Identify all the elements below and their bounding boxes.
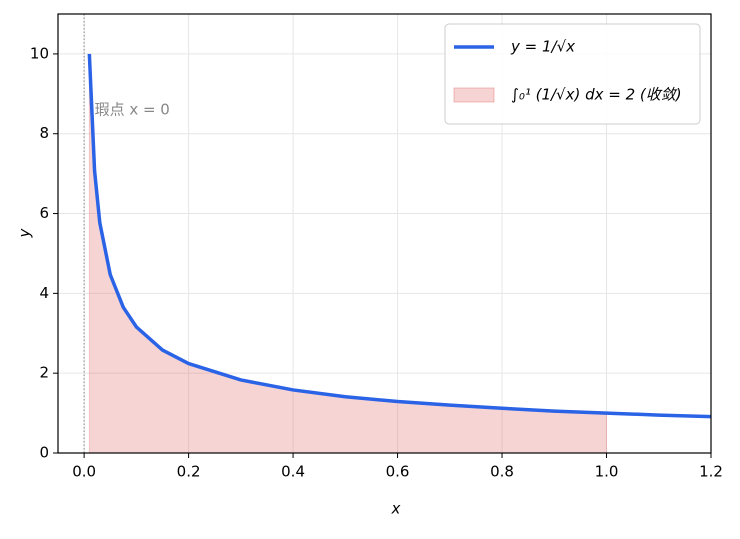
y-tick-label: 4 (39, 284, 49, 302)
annotation: 瑕点 x = 0 (95, 100, 170, 118)
y-tick-label: 6 (39, 204, 49, 222)
x-tick-label: 1.0 (595, 463, 619, 481)
x-tick-label: 0.0 (72, 463, 96, 481)
legend-swatch (453, 87, 495, 103)
y-axis-label: y (16, 227, 34, 238)
plot-frame (57, 13, 712, 454)
legend-label: y = 1/√x (510, 38, 575, 56)
x-tick-label: 1.2 (699, 463, 723, 481)
x-tick-label: 0.2 (177, 463, 201, 481)
y-tick-label: 2 (39, 364, 49, 382)
x-tick-label: 0.8 (490, 463, 514, 481)
y-tick-label: 0 (39, 444, 49, 462)
legend-label: ∫₀¹ (1/√x) dx = 2 (收敛) (511, 86, 682, 104)
x-tick-label: 0.6 (386, 463, 410, 481)
x-axis-label: x (391, 500, 401, 518)
line (87, 53, 712, 419)
y-tick-label: 10 (30, 44, 49, 62)
legend-box (444, 23, 701, 125)
x-tick-label: 0.4 (281, 463, 305, 481)
y-tick-label: 8 (39, 124, 49, 142)
